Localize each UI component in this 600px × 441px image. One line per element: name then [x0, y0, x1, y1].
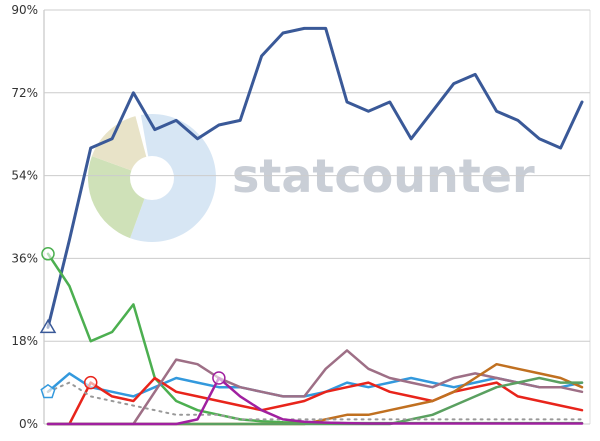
y-tick-label: 90%: [11, 3, 38, 17]
y-tick-label: 36%: [11, 251, 38, 265]
series-marker-8: [212, 371, 226, 385]
series-marker-0: [39, 318, 57, 334]
series-line-8: [46, 376, 584, 426]
markers-layer: [39, 247, 226, 399]
statcounter-logo-icon: [88, 114, 216, 243]
y-tick-label: 54%: [11, 169, 38, 183]
y-axis-tick-labels: 0% 18% 36% 54% 72% 90%: [11, 3, 38, 431]
series-line-7: [47, 381, 583, 421]
series-line-2: [46, 372, 584, 398]
series-marker-1: [41, 247, 55, 261]
y-tick-label: 72%: [11, 86, 38, 100]
series-marker-3: [83, 375, 98, 390]
series-layer: [46, 26, 584, 426]
watermark-hole: [130, 156, 174, 200]
y-tick-label: 18%: [11, 334, 38, 348]
y-tick-label: 0%: [19, 417, 38, 431]
series-line-4: [46, 349, 584, 426]
series-line-3: [46, 376, 584, 426]
series-marker-2: [40, 383, 56, 399]
statcounter-watermark: statcounter: [88, 114, 535, 243]
series-line-0: [46, 26, 584, 329]
